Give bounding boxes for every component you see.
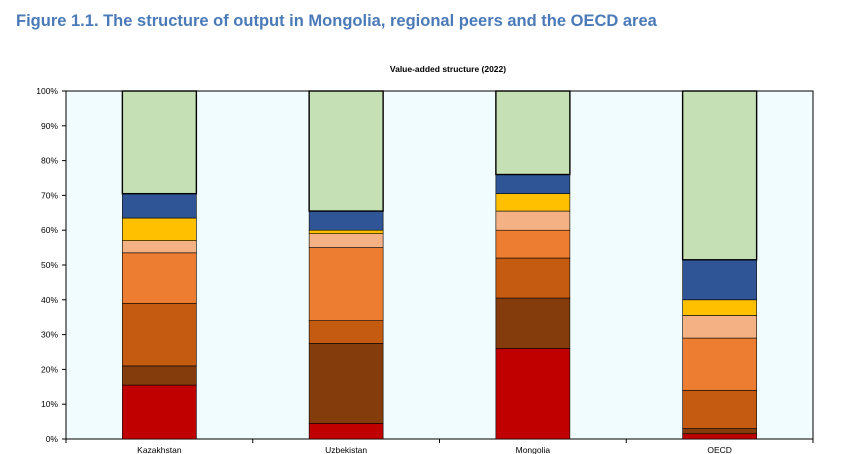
y-tick-label: 100% [36, 86, 58, 96]
bar-segment [682, 90, 757, 261]
bar-segment [122, 365, 197, 386]
bar-segment [495, 348, 571, 440]
bar-segment [495, 229, 571, 259]
bar-segment [308, 342, 384, 424]
y-tick-label: 10% [41, 399, 58, 409]
y-tick-label: 50% [41, 260, 58, 270]
bar-segment [682, 433, 757, 440]
bar-segment [308, 229, 384, 234]
bar-segment [682, 389, 757, 429]
bar-segment [682, 299, 757, 316]
bar-segment [682, 337, 757, 391]
y-tick-label: 70% [41, 190, 58, 200]
y-tick-label: 0% [46, 434, 59, 444]
bar-segment [682, 428, 757, 435]
chart-title: Value-added structure (2022) [390, 64, 506, 74]
bar-segment [495, 257, 571, 299]
bar-segment-outline [495, 90, 571, 176]
bar-segment [308, 210, 384, 231]
bar-segment [495, 210, 571, 231]
y-tick-label: 20% [41, 364, 58, 374]
bar-segment [122, 217, 197, 241]
y-tick-label: 30% [41, 330, 58, 340]
bar-segment [122, 384, 197, 440]
bar-segment [682, 315, 757, 339]
y-tick-label: 90% [41, 121, 58, 131]
x-tick-label: OECD [707, 445, 732, 454]
bar-segment [122, 252, 197, 304]
bar-segment [122, 193, 197, 219]
figure-title: Figure 1.1. The structure of output in M… [16, 12, 657, 30]
bar-segment [122, 90, 197, 194]
y-tick-label: 80% [41, 156, 58, 166]
y-tick-label: 40% [41, 295, 58, 305]
x-tick-label: Mongolia [516, 445, 551, 454]
bar-segment [308, 90, 384, 212]
bar-segment [308, 233, 384, 248]
bar-segment [308, 320, 384, 344]
bar-segment [495, 90, 571, 175]
plot-area: 0% 10% 20% 30% 40% 50% 60% 70% 80% 90% 100% Kazakhs… [36, 86, 814, 454]
x-tick-label: Kazakhstan [137, 445, 182, 454]
y-tick-label: 60% [41, 225, 58, 235]
bar-segment [495, 297, 571, 349]
bar-segment [495, 174, 571, 194]
bar-segment-outline [308, 90, 384, 212]
bar-segment [308, 423, 384, 440]
bar-segment [308, 247, 384, 321]
bar-segment [122, 240, 197, 254]
bar-segment [682, 259, 757, 301]
bar-segment-outline [121, 90, 198, 195]
bar-segment [122, 302, 197, 367]
bar-segment-outline [681, 90, 758, 261]
x-tick-label: Uzbekistan [325, 445, 367, 454]
bar-segment [495, 193, 571, 212]
